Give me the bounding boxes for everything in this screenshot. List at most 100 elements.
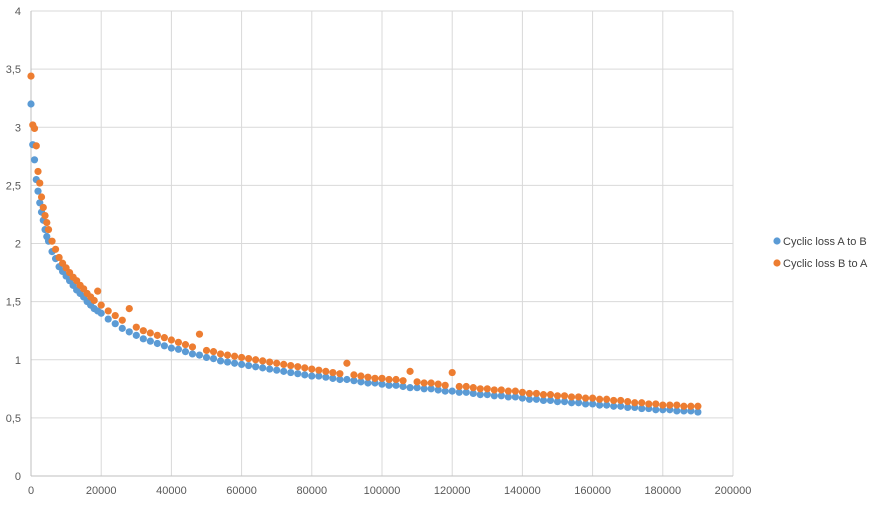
x-tick-label: 120000 <box>434 485 471 497</box>
data-point <box>364 373 372 381</box>
data-point <box>139 335 147 343</box>
y-tick-label: 0,5 <box>6 413 21 425</box>
data-point <box>392 381 400 389</box>
data-point <box>413 378 421 386</box>
data-point <box>610 396 618 405</box>
data-series <box>27 72 702 416</box>
y-axis-tick-labels: 0 0,5 1 1,5 2 2,5 3 3,5 4 <box>6 6 21 483</box>
data-point <box>139 327 147 335</box>
data-point <box>546 396 555 405</box>
data-point <box>153 331 161 339</box>
data-point <box>273 366 281 374</box>
data-point <box>280 367 288 375</box>
data-point <box>181 348 190 356</box>
data-point <box>238 360 246 368</box>
data-point <box>216 357 225 365</box>
data-point <box>266 365 274 373</box>
data-point <box>259 364 267 372</box>
data-point <box>687 402 695 410</box>
data-point <box>610 402 618 410</box>
data-point <box>223 351 232 359</box>
data-point <box>308 365 316 373</box>
data-point <box>174 345 183 353</box>
x-tick-label: 180000 <box>644 485 681 497</box>
y-tick-label: 1 <box>15 355 21 367</box>
data-point <box>160 334 168 342</box>
data-point <box>336 370 344 378</box>
data-point <box>287 368 295 377</box>
data-point <box>567 393 576 401</box>
data-point <box>308 372 316 380</box>
data-point <box>624 403 632 412</box>
data-point <box>44 225 53 234</box>
data-point <box>483 391 491 399</box>
data-point <box>427 385 435 393</box>
legend-marker <box>773 259 781 267</box>
data-point <box>483 385 491 393</box>
y-tick-label: 3 <box>15 122 21 134</box>
data-point <box>104 307 112 315</box>
data-point <box>188 350 197 358</box>
data-point <box>497 392 505 400</box>
data-point <box>94 287 102 295</box>
data-point <box>462 388 470 396</box>
data-point <box>638 399 646 407</box>
y-tick-label: 4 <box>15 6 21 18</box>
data-point <box>259 357 267 365</box>
data-point <box>343 375 351 384</box>
data-point <box>574 399 583 407</box>
data-point <box>553 392 562 400</box>
data-point <box>694 402 702 410</box>
data-point <box>111 320 119 328</box>
data-point <box>238 353 246 362</box>
data-point <box>364 379 372 387</box>
data-point <box>490 392 498 400</box>
data-point <box>511 393 519 401</box>
data-point <box>287 361 295 370</box>
data-point <box>378 374 386 382</box>
data-point <box>97 309 105 317</box>
data-point <box>399 377 407 385</box>
data-point <box>490 386 498 394</box>
data-point <box>90 296 98 305</box>
data-point <box>322 373 330 381</box>
data-point <box>132 323 140 331</box>
data-point <box>34 167 42 176</box>
data-point <box>434 380 442 388</box>
x-tick-label: 140000 <box>504 485 541 497</box>
data-point <box>111 311 119 320</box>
data-point <box>392 375 400 384</box>
data-point <box>350 377 358 385</box>
data-point <box>315 372 323 380</box>
data-point <box>350 371 358 379</box>
data-point <box>32 142 40 150</box>
y-tick-label: 0 <box>15 471 21 483</box>
data-point <box>245 354 253 363</box>
data-point <box>41 212 49 220</box>
data-point <box>181 341 190 349</box>
data-point <box>659 401 667 409</box>
data-point <box>30 124 39 133</box>
data-point <box>125 305 133 313</box>
data-point <box>146 329 154 337</box>
x-tick-label: 20000 <box>86 485 117 497</box>
data-point <box>624 398 632 406</box>
data-point <box>532 389 541 398</box>
data-point <box>617 402 625 410</box>
data-point <box>357 378 365 386</box>
data-point <box>34 187 42 195</box>
y-tick-label: 3,5 <box>6 64 21 76</box>
x-tick-label: 200000 <box>715 485 752 497</box>
data-point <box>301 371 309 379</box>
data-point <box>230 359 239 367</box>
data-point <box>567 399 576 407</box>
data-point <box>420 385 428 393</box>
data-point <box>294 370 302 378</box>
data-point <box>539 396 548 405</box>
data-point <box>617 396 625 405</box>
data-point <box>195 351 204 359</box>
data-point <box>118 324 126 332</box>
data-point <box>476 391 484 399</box>
data-point <box>441 381 449 389</box>
